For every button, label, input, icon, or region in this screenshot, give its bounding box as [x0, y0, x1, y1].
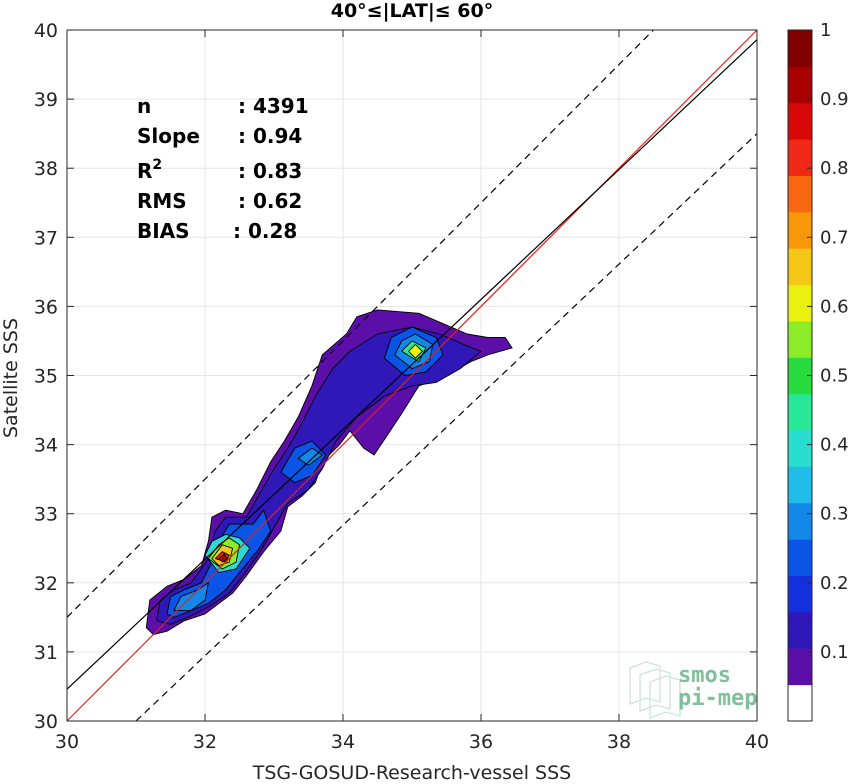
stat-label: BIAS: [137, 219, 190, 243]
colorbar-segment: [788, 175, 812, 213]
y-tick-label: 30: [34, 711, 58, 733]
logo-line1: smos: [678, 663, 731, 688]
y-axis-ticks: 30 31 32 33 34 35 36 37 38 39 40: [34, 20, 757, 733]
y-tick-label: 35: [34, 366, 58, 388]
x-tick-label: 38: [607, 731, 631, 753]
stat-value: : 4391: [238, 94, 309, 118]
contour-level: [408, 343, 423, 359]
contour-level: [297, 447, 323, 466]
colorbar: 0.1 0.2 0.3 0.4 0.5 0.6 0.7 0.8 0.9 1: [787, 20, 849, 722]
logo-line2: pi-mep: [678, 686, 757, 711]
logo-mark-stripe: [649, 675, 681, 719]
colorbar-tick-label: 1: [820, 20, 831, 41]
stat-value: : 0.62: [238, 189, 302, 213]
colorbar-tick-label: 0.9: [820, 89, 849, 110]
y-axis-label: Satellite SSS: [0, 318, 22, 438]
colorbar-segment: [788, 248, 812, 286]
colorbar-segment: [788, 102, 812, 140]
x-tick-label: 32: [193, 731, 217, 753]
line-1:1: [66, 29, 758, 722]
y-tick-label: 32: [34, 573, 58, 595]
colorbar-segment: [788, 648, 812, 686]
colorbar-segment: [788, 575, 812, 613]
colorbar-segment: [788, 320, 812, 358]
y-tick-label: 36: [34, 296, 58, 318]
stat-value: : 0.94: [238, 124, 302, 148]
x-tick-label: 40: [745, 731, 769, 753]
colorbar-segment: [788, 30, 812, 67]
colorbar-segment: [788, 684, 812, 722]
contour-level: [218, 553, 228, 563]
logo-mark-stripe: [629, 661, 661, 705]
stat-label: Slope: [137, 124, 200, 148]
colorbar-tick-label: 0.2: [820, 573, 849, 594]
y-tick-label: 31: [34, 642, 58, 664]
colorbar-segment: [788, 284, 812, 322]
colorbar-segment: [788, 66, 812, 104]
y-tick-label: 33: [34, 504, 58, 526]
x-tick-label: 30: [55, 731, 79, 753]
colorbar-tick-label: 0.4: [820, 435, 849, 456]
colorbar-tick-label: 0.6: [820, 296, 849, 317]
stat-value: : 0.28: [233, 219, 297, 243]
reference-lines: [66, 29, 758, 722]
x-axis-ticks: 30 32 34 36 38 40: [55, 30, 769, 753]
colorbar-tick-label: 0.8: [820, 158, 849, 179]
colorbar-segment: [788, 539, 812, 577]
colorbar-segment: [788, 466, 812, 504]
y-tick-label: 38: [34, 158, 58, 180]
y-tick-label: 40: [34, 20, 58, 42]
colorbar-segment: [788, 139, 812, 176]
x-tick-label: 36: [469, 731, 493, 753]
stat-label-superscript: 2: [152, 157, 162, 173]
line-upper: [66, 29, 654, 618]
stat-value: : 0.83: [238, 159, 302, 183]
colorbar-tick-label: 0.7: [820, 227, 849, 248]
colorbar-segment: [788, 211, 812, 249]
colorbar-segment: [788, 502, 812, 540]
colorbar-tick-label: 0.3: [820, 504, 849, 525]
line-lower: [135, 133, 758, 722]
stat-label: RMS: [137, 189, 187, 213]
y-tick-label: 37: [34, 227, 58, 249]
colorbar-segment: [788, 611, 812, 649]
x-tick-label: 34: [331, 731, 355, 753]
stat-label: n: [137, 94, 151, 118]
x-axis-label: TSG-GOSUD-Research-vessel SSS: [252, 762, 572, 784]
chart-title: 40°≤|LAT|≤ 60°: [331, 0, 494, 22]
colorbar-tick-label: 0.1: [820, 642, 849, 663]
colorbar-segment: [788, 393, 812, 431]
logo-mark-stripe: [639, 668, 671, 712]
colorbar-tick-label: 0.5: [820, 366, 849, 387]
y-tick-label: 34: [34, 435, 58, 457]
line-fit: [66, 39, 758, 690]
logo-mark-icon: [629, 661, 681, 719]
colorbar-segment: [788, 430, 812, 467]
y-tick-label: 39: [34, 89, 58, 111]
